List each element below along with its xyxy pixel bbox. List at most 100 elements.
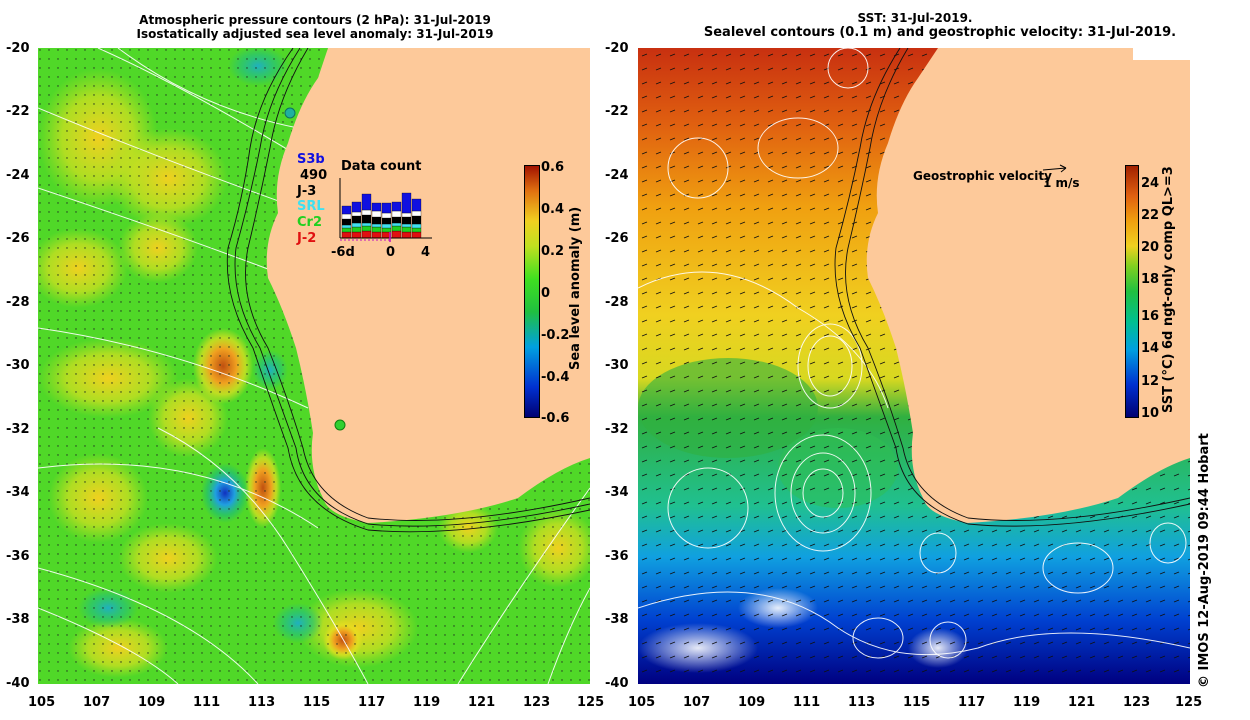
histogram-bar-segment (361, 230, 372, 239)
left-title-line1: Atmospheric pressure contours (2 hPa): 3… (139, 13, 491, 27)
histogram-bar-segment (361, 214, 372, 224)
histogram-bar-segment (411, 198, 422, 212)
right-y-tick: -38 (605, 612, 629, 627)
left-y-tick: -32 (6, 422, 30, 437)
left-y-tick: -30 (6, 358, 30, 373)
sla-colorbar (524, 165, 540, 418)
right-x-tick: 125 (1175, 695, 1203, 710)
histogram-bar-segment (391, 216, 402, 224)
right-x-tick: 111 (793, 695, 821, 710)
histogram-bar-segment (371, 202, 382, 212)
histogram-bar-segment (351, 215, 362, 224)
sea-level-anomaly-map (38, 48, 590, 684)
histogram-bar-segment (341, 227, 352, 233)
satellite-label-s3b: S3b (297, 152, 325, 167)
satellite-label-srl: SRL (297, 199, 325, 214)
left-x-tick: 105 (28, 695, 56, 710)
right-y-tick: -30 (605, 358, 629, 373)
sst-colorbar-tick: 24 (1141, 176, 1160, 191)
sst-colorbar (1125, 165, 1139, 418)
left-y-tick: -22 (6, 104, 30, 119)
sla-colorbar-label: Sea level anomaly (m) (568, 206, 583, 370)
left-x-tick: 107 (83, 695, 111, 710)
sla-colorbar-tick: -0.2 (541, 328, 570, 343)
histogram-bar-segment (351, 222, 362, 228)
histogram-bar-segment (411, 215, 422, 225)
left-y-tick: -40 (6, 676, 30, 691)
histogram-bar-segment (391, 210, 402, 218)
histogram-bar-segment (351, 211, 362, 217)
velocity-legend-label: Geostrophic velocity (913, 169, 1052, 183)
right-x-tick: 123 (1123, 695, 1151, 710)
velocity-legend-scale: 1 m/s (1043, 176, 1080, 190)
histogram-bar-segment (381, 217, 392, 225)
histogram-bar-segment (351, 201, 362, 213)
histogram-bar-segment (411, 210, 422, 217)
right-x-tick: 121 (1068, 695, 1096, 710)
right-x-tick: 107 (683, 695, 711, 710)
satellite-label-j2: J-2 (297, 231, 317, 246)
sst-colorbar-tick: 12 (1141, 374, 1160, 389)
right-y-tick: -34 (605, 485, 629, 500)
histogram-bar-segment (361, 225, 372, 232)
right-x-tick: 113 (848, 695, 876, 710)
left-y-tick: -38 (6, 612, 30, 627)
sst-colorbar-tick: 20 (1141, 240, 1160, 255)
right-title-line1: SST: 31-Jul-2019. (857, 11, 973, 25)
histogram-bar-segment (361, 222, 372, 227)
histogram-bar-segment (341, 224, 352, 229)
satellite-label-cr2: Cr2 (297, 215, 322, 230)
histogram-bar-segment (371, 216, 382, 225)
sst-map (638, 48, 1190, 684)
histogram-bar-segment (391, 230, 402, 239)
histogram-bar-segment (371, 231, 382, 239)
histogram-bar-segment (341, 231, 352, 239)
left-y-tick: -28 (6, 295, 30, 310)
histogram-bar-segment (411, 223, 422, 229)
histogram-bar-segment (401, 223, 412, 228)
left-x-tick: 111 (193, 695, 221, 710)
histogram-bar-segment (381, 223, 392, 229)
histogram-bar-segment (391, 201, 402, 212)
left-y-tick: -36 (6, 549, 30, 564)
right-title-line2: Sealevel contours (0.1 m) and geostrophi… (703, 25, 1177, 40)
right-y-tick: -22 (605, 104, 629, 119)
histogram-bar-segment (381, 212, 392, 219)
histogram-bar-segment (411, 227, 422, 233)
histogram-bar-segment (401, 231, 412, 239)
sla-colorbar-tick: 0 (541, 286, 551, 301)
histogram-bar-segment (401, 226, 412, 233)
right-y-tick: -36 (605, 549, 629, 564)
right-y-tick: -24 (605, 168, 629, 183)
histogram-bar-segment (401, 216, 412, 225)
sst-colorbar-tick: 22 (1141, 208, 1160, 223)
right-x-tick: 109 (738, 695, 766, 710)
data-count-tick-start: -6d (331, 245, 355, 260)
left-x-tick: 115 (303, 695, 331, 710)
sla-colorbar-tick: -0.4 (541, 370, 570, 385)
histogram-bar-segment (381, 227, 392, 233)
histogram-bar-segment (371, 223, 382, 228)
left-y-tick: -34 (6, 485, 30, 500)
satellite-label-j3: J-3 (297, 184, 317, 199)
histogram-bar-segment (411, 231, 422, 239)
histogram-bar-segment (401, 212, 412, 218)
histogram-bar-segment (401, 192, 412, 214)
sst-colorbar-tick: 18 (1141, 272, 1160, 287)
sst-colorbar-label: SST (°C) 6d ngt-only comp QL>=3 (1161, 166, 1176, 413)
right-x-tick: 119 (1013, 695, 1041, 710)
sla-colorbar-tick: 0.4 (541, 202, 565, 217)
right-y-tick: -40 (605, 676, 629, 691)
right-y-tick: -26 (605, 231, 629, 246)
sla-colorbar-tick: 0.6 (541, 160, 565, 175)
data-count-title: Data count (341, 159, 422, 174)
left-x-tick: 123 (523, 695, 551, 710)
data-count-tick-end: 4 (421, 245, 431, 260)
histogram-bar-segment (371, 210, 382, 218)
left-x-tick: 113 (248, 695, 276, 710)
right-x-tick: 115 (903, 695, 931, 710)
histogram-bar-segment (341, 213, 352, 220)
data-count-tick-zero: 0 (386, 245, 396, 260)
left-y-tick: -24 (6, 168, 30, 183)
left-x-tick: 109 (138, 695, 166, 710)
